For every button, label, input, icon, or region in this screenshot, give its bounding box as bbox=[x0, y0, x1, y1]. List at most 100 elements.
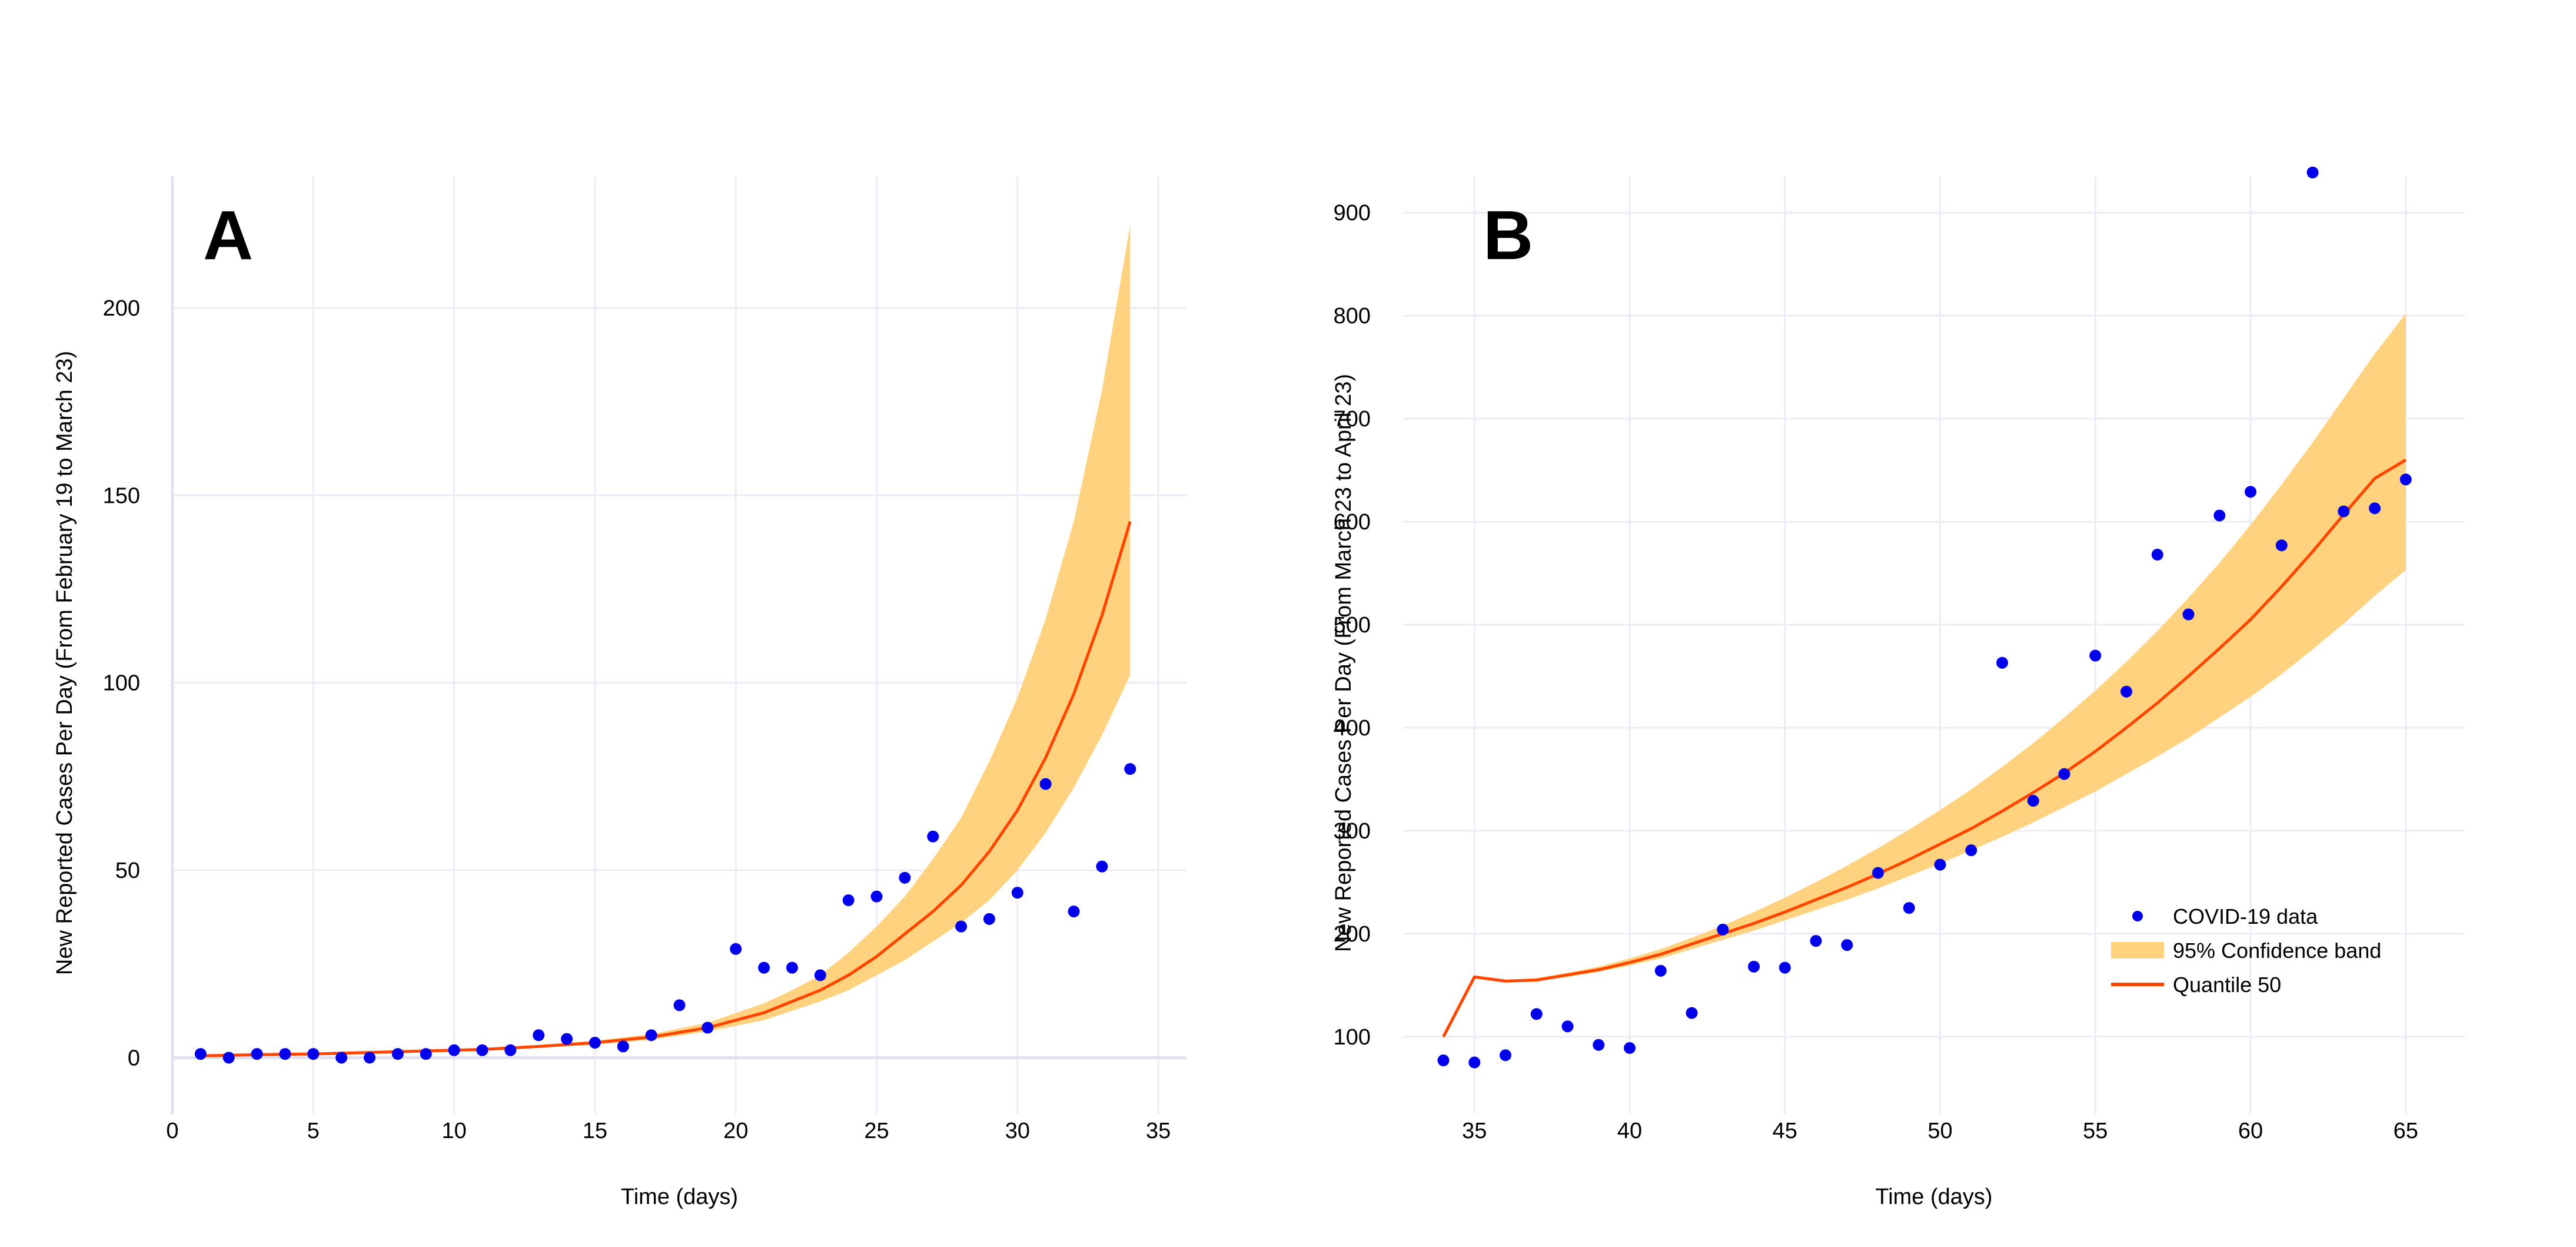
panel-b-x-axis-label: Time (days) bbox=[1875, 1185, 1992, 1209]
data-point bbox=[1593, 1039, 1605, 1051]
data-point bbox=[842, 894, 855, 907]
data-point bbox=[420, 1048, 432, 1060]
x-tick-label: 20 bbox=[723, 1119, 748, 1143]
y-tick-label: 500 bbox=[1334, 613, 1371, 638]
legend-median-label: Quantile 50 bbox=[2173, 973, 2281, 997]
data-point bbox=[1654, 964, 1667, 977]
y-tick-label: 200 bbox=[103, 296, 140, 321]
panel-b-x-tick-labels: 35 40 45 50 55 60 65 bbox=[1462, 1119, 2418, 1143]
data-point bbox=[1068, 906, 1080, 918]
data-point bbox=[2120, 685, 2133, 698]
x-tick-label: 10 bbox=[441, 1119, 466, 1143]
data-point bbox=[335, 1052, 348, 1064]
panel-a-label: A bbox=[203, 197, 253, 274]
data-point bbox=[1096, 860, 1108, 873]
data-point bbox=[364, 1052, 376, 1064]
panel-a-x-axis-label: Time (days) bbox=[621, 1185, 738, 1209]
y-tick-label: 100 bbox=[1334, 1025, 1371, 1050]
data-point bbox=[589, 1037, 601, 1049]
data-point bbox=[1468, 1056, 1481, 1069]
x-tick-label: 35 bbox=[1462, 1119, 1487, 1143]
data-point bbox=[1039, 778, 1052, 790]
data-point bbox=[2089, 649, 2102, 662]
x-tick-label: 65 bbox=[2394, 1119, 2418, 1143]
data-point bbox=[504, 1044, 517, 1056]
panel-a-points bbox=[194, 763, 1136, 1064]
x-tick-label: 45 bbox=[1773, 1119, 1797, 1143]
x-tick-label: 60 bbox=[2238, 1119, 2263, 1143]
data-point bbox=[758, 961, 770, 974]
y-tick-label: 700 bbox=[1334, 407, 1371, 432]
panel-a-y-tick-labels: 0 50 100 150 200 bbox=[103, 296, 140, 1071]
panel-b-confidence-band bbox=[1443, 313, 2406, 1037]
data-point bbox=[1686, 1007, 1698, 1019]
legend-points-label: COVID-19 data bbox=[2173, 904, 2318, 928]
legend-band-swatch bbox=[2111, 942, 2164, 959]
data-point bbox=[1437, 1054, 1450, 1067]
data-point bbox=[645, 1029, 657, 1042]
data-point bbox=[476, 1044, 488, 1056]
panel-a-y-axis-label: New Reported Cases Per Day (From Februar… bbox=[52, 351, 77, 975]
data-point bbox=[2245, 486, 2257, 498]
data-point bbox=[279, 1048, 291, 1060]
data-point bbox=[983, 913, 995, 925]
panel-a-median-line bbox=[200, 521, 1132, 1057]
data-point bbox=[1810, 935, 1822, 947]
panel-a-grid bbox=[171, 177, 1186, 1114]
panel-a-x-tick-labels: 0 5 10 15 20 25 30 35 bbox=[166, 1119, 1171, 1143]
data-point bbox=[533, 1029, 545, 1042]
data-point bbox=[2027, 795, 2039, 807]
legend: COVID-19 data 95% Confidence band Quanti… bbox=[2111, 904, 2381, 997]
data-point bbox=[673, 999, 686, 1011]
y-tick-label: 150 bbox=[103, 483, 140, 508]
data-point bbox=[702, 1022, 714, 1034]
x-tick-label: 35 bbox=[1146, 1119, 1171, 1143]
y-tick-label: 200 bbox=[1334, 922, 1371, 947]
panel-b: 35 40 45 50 55 60 65 100 200 300 400 500 600 700 800 9… bbox=[1331, 167, 2465, 1209]
data-point bbox=[1500, 1049, 1512, 1062]
panel-b-y-tick-labels: 100 200 300 400 500 600 700 800 900 bbox=[1334, 201, 1371, 1050]
data-point bbox=[194, 1048, 207, 1060]
y-tick-label: 900 bbox=[1334, 201, 1371, 225]
panel-a-confidence-band bbox=[200, 225, 1131, 1056]
legend-band-label: 95% Confidence band bbox=[2173, 938, 2381, 963]
data-point bbox=[1872, 867, 1884, 879]
x-tick-label: 15 bbox=[583, 1119, 607, 1143]
data-point bbox=[1624, 1042, 1636, 1054]
data-point bbox=[2275, 539, 2288, 552]
x-tick-label: 55 bbox=[2083, 1119, 2108, 1143]
y-tick-label: 0 bbox=[128, 1046, 140, 1070]
data-point bbox=[1841, 939, 1853, 951]
data-point bbox=[2151, 549, 2163, 561]
data-point bbox=[222, 1052, 235, 1064]
data-point bbox=[2182, 608, 2195, 621]
data-point bbox=[1124, 763, 1136, 775]
data-point bbox=[251, 1048, 263, 1060]
data-point bbox=[927, 830, 939, 843]
data-point bbox=[955, 920, 968, 933]
data-point bbox=[899, 871, 911, 884]
data-point bbox=[2369, 502, 2381, 515]
data-point bbox=[2338, 505, 2350, 518]
data-point bbox=[1530, 1008, 1543, 1020]
panel-b-y-axis-label: New Reported Cases Per Day (From March 2… bbox=[1331, 374, 1356, 952]
x-tick-label: 30 bbox=[1005, 1119, 1030, 1143]
data-point bbox=[1934, 858, 1946, 871]
y-tick-label: 300 bbox=[1334, 819, 1371, 844]
data-point bbox=[1561, 1020, 1574, 1033]
y-tick-label: 600 bbox=[1334, 510, 1371, 535]
data-point bbox=[814, 969, 826, 981]
data-point bbox=[2058, 768, 2070, 780]
data-point bbox=[2213, 509, 2226, 522]
x-tick-label: 40 bbox=[1617, 1119, 1642, 1143]
data-point bbox=[1717, 923, 1729, 936]
data-point bbox=[1965, 844, 1977, 857]
data-point bbox=[1996, 656, 2009, 669]
data-point bbox=[391, 1048, 404, 1060]
data-point bbox=[617, 1040, 629, 1053]
data-point bbox=[730, 943, 742, 955]
x-tick-label: 50 bbox=[1927, 1119, 1952, 1143]
y-tick-label: 800 bbox=[1334, 304, 1371, 329]
legend-points-marker bbox=[2132, 911, 2143, 921]
